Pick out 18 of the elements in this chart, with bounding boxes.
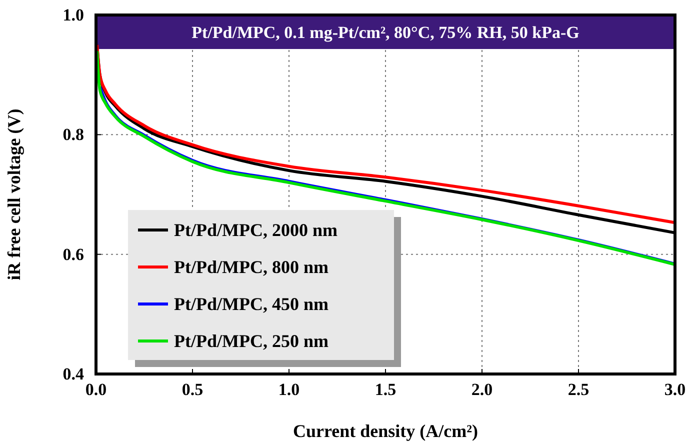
x-tick-label: 3.0 [664,380,686,400]
y-tick-label: 1.0 [62,5,84,24]
x-tick-label: 2.5 [568,380,590,400]
legend-label: Pt/Pd/MPC, 800 nm [174,257,328,277]
y-tick-label: 0.6 [62,244,84,264]
y-axis-title: iR free cell voltage (V) [4,108,24,280]
text: Pt/Pd/MPC, 0.1 mg-Pt/cm², 80°C, 75% RH, 50 kPa-G [192,23,580,42]
y-tick-label: 0.4 [62,364,84,384]
x-tick-label: 0.0 [85,380,107,400]
x-tick-label: 1.5 [374,380,396,400]
x-tick-label: 0.5 [182,380,204,400]
legend-label: Pt/Pd/MPC, 2000 nm [174,220,338,240]
x-tick-label: 1.0 [278,380,300,400]
legend-label: Pt/Pd/MPC, 250 nm [174,331,328,351]
y-tick-label: 0.8 [62,125,84,144]
legend-label: Pt/Pd/MPC, 450 nm [174,294,328,314]
x-tick-label: 2.0 [471,380,493,400]
x-axis-title: Current density (A/cm²) [292,421,478,441]
